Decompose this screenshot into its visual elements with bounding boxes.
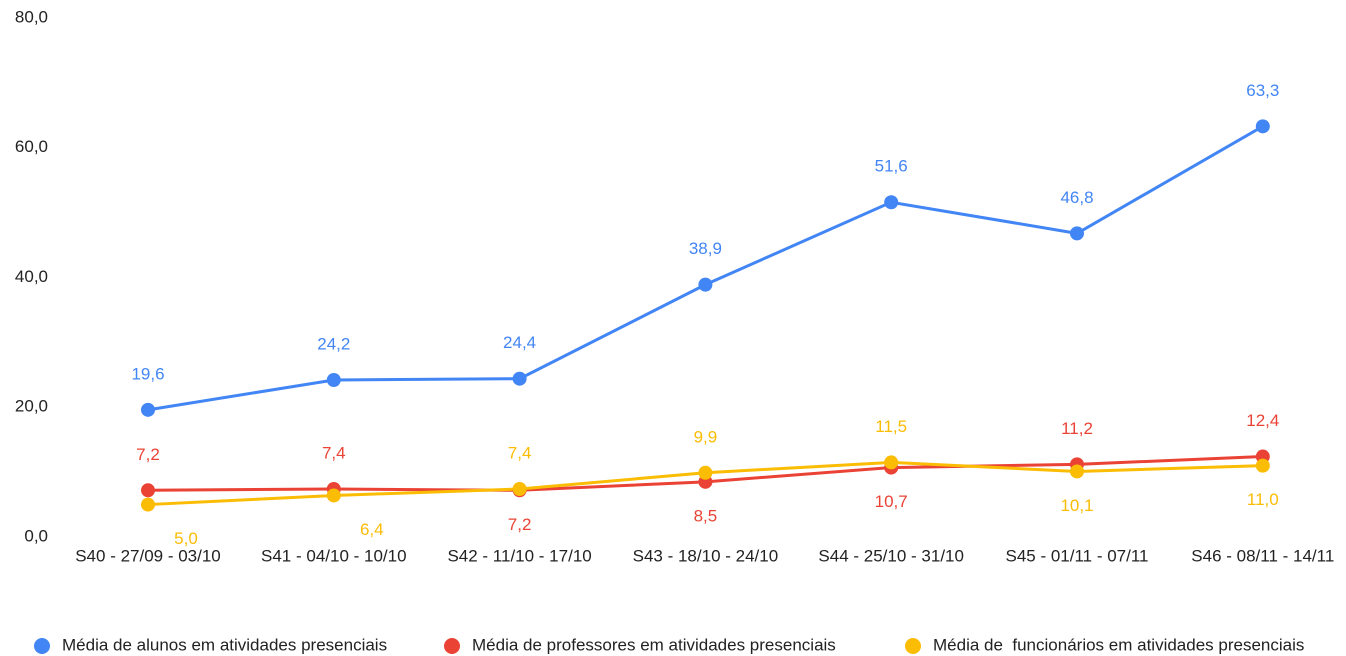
data-point [326, 373, 341, 388]
y-tick-label: 20,0 [15, 397, 48, 416]
data-label: 7,2 [136, 445, 160, 464]
y-tick-label: 80,0 [15, 7, 48, 26]
data-label: 24,2 [317, 334, 350, 353]
y-tick-label: 40,0 [15, 267, 48, 286]
legend-label: Média de professores em atividades prese… [472, 635, 836, 654]
data-label: 12,4 [1246, 411, 1279, 430]
data-label: 6,4 [360, 520, 384, 539]
series-line [147, 125, 1264, 412]
x-tick-label: S44 - 25/10 - 31/10 [818, 546, 964, 565]
x-tick-label: S46 - 08/11 - 14/11 [1191, 546, 1334, 565]
x-tick-label: S42 - 11/10 - 17/10 [447, 546, 591, 565]
data-point [1255, 458, 1270, 473]
data-label: 7,4 [508, 443, 532, 462]
data-point [1255, 119, 1270, 134]
data-point [1070, 464, 1084, 479]
data-label: 7,4 [322, 443, 346, 462]
y-tick-label: 0,0 [24, 526, 48, 545]
data-label: 8,5 [694, 506, 718, 525]
data-label: 46,8 [1060, 188, 1093, 207]
data-label: 11,0 [1247, 490, 1279, 509]
legend-label: Média de funcionários em atividades pres… [933, 635, 1304, 654]
data-label: 11,5 [875, 417, 907, 436]
data-point [141, 497, 155, 512]
data-label: 51,6 [875, 157, 908, 176]
data-point [512, 371, 527, 386]
data-label: 11,2 [1061, 419, 1093, 438]
x-tick-label: S45 - 01/11 - 07/11 [1005, 546, 1148, 565]
x-tick-label: S40 - 27/09 - 03/10 [75, 546, 221, 565]
legend-label: Média de alunos em atividades presenciai… [62, 635, 387, 654]
data-point [1070, 226, 1084, 241]
x-tick-label: S41 - 04/10 - 10/10 [261, 546, 407, 565]
legend-marker [444, 638, 460, 654]
data-point [884, 195, 899, 210]
data-point [326, 488, 341, 503]
data-point [512, 481, 527, 496]
data-point [698, 277, 713, 292]
x-tick-label: S43 - 18/10 - 24/10 [633, 546, 779, 565]
data-point [884, 455, 899, 470]
legend-marker [34, 638, 50, 654]
data-label: 9,9 [694, 427, 718, 446]
legend-marker [905, 638, 921, 654]
data-label: 10,1 [1060, 496, 1093, 515]
data-label: 7,2 [508, 515, 532, 534]
data-label: 38,9 [689, 239, 722, 258]
data-point [141, 483, 155, 498]
data-label: 10,7 [875, 492, 908, 511]
data-point [698, 465, 713, 480]
data-label: 63,3 [1246, 81, 1279, 100]
data-point [141, 402, 155, 417]
data-label: 24,4 [503, 333, 536, 352]
y-tick-label: 60,0 [15, 137, 48, 156]
data-label: 5,0 [174, 529, 198, 548]
data-label: 19,6 [131, 364, 164, 383]
